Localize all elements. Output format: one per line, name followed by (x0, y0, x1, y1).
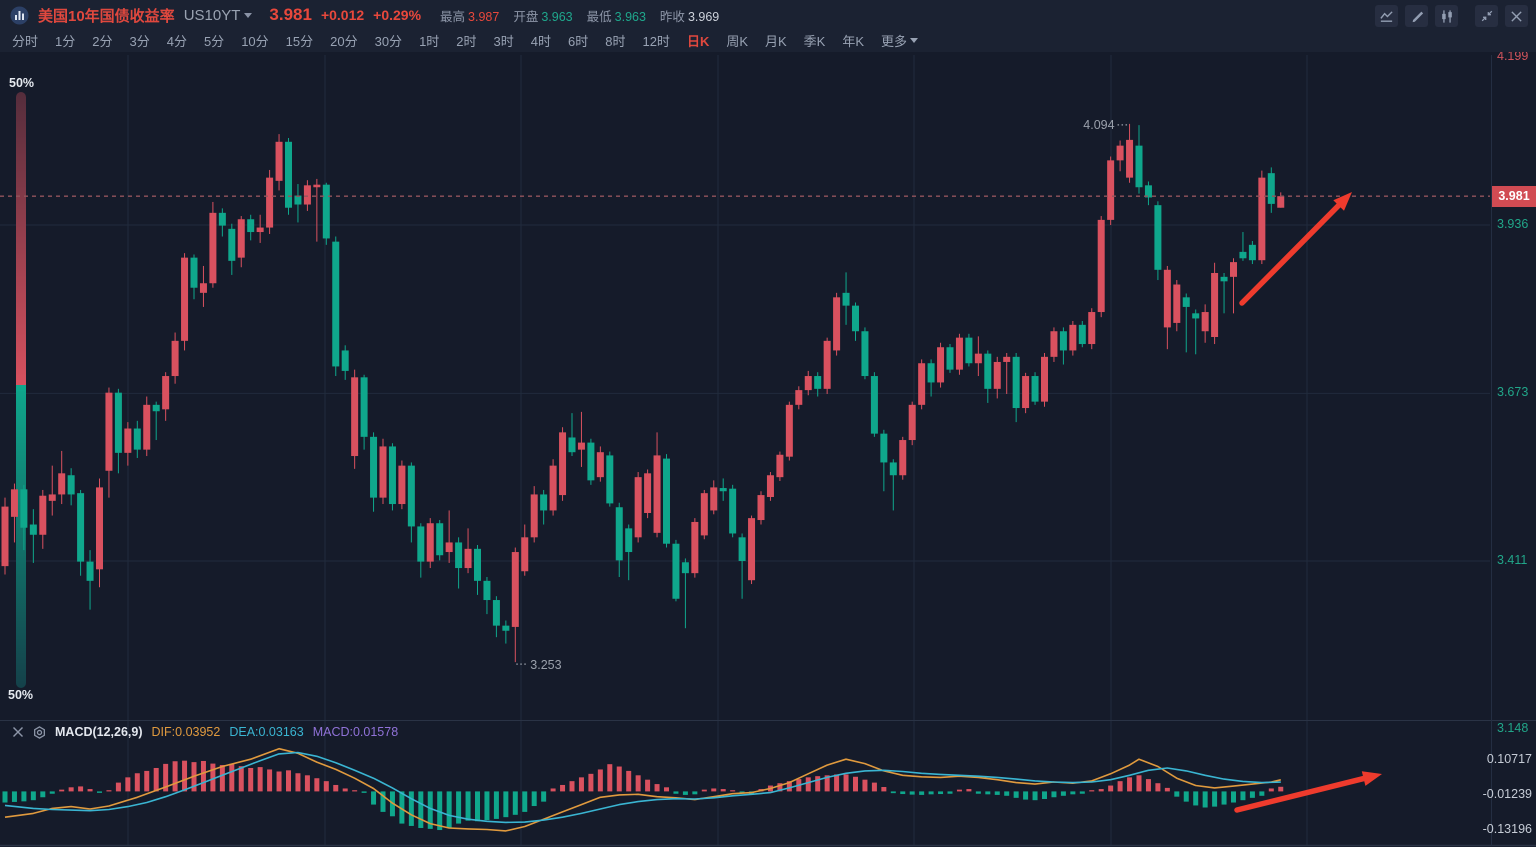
chart-logo-icon (10, 6, 29, 25)
high-marker-label: 4.094 (1083, 118, 1114, 132)
price-axis-label-4.199: 4.199 (1497, 48, 1529, 63)
header: 美国10年国债收益率 US10YT 3.981 +0.012 +0.29% 最高… (0, 0, 1536, 52)
price-change-percent: +0.29% (373, 7, 422, 23)
close-icon (13, 727, 23, 737)
macd-hist-value: MACD:0.01578 (312, 725, 399, 739)
collapse-icon (1481, 10, 1492, 22)
macd-axis-label--0.13196: -0.13196 (1482, 822, 1532, 837)
stat-low: 最低 3.963 (586, 9, 646, 24)
candlestick-icon (1441, 9, 1452, 23)
price-change: +0.012 (320, 7, 365, 23)
instrument-header-row: 美国10年国债收益率 US10YT 3.981 +0.012 +0.29% 最高… (10, 3, 719, 27)
gear-icon (34, 725, 45, 739)
last-price: 3.981 (269, 5, 312, 24)
current-price-badge: 3.981 (1492, 185, 1536, 207)
price-axis-label-3.936: 3.936 (1497, 217, 1529, 231)
symbol-code: US10YT (183, 6, 241, 24)
macd-dif-value: DIF:0.03952 (151, 725, 221, 739)
window-controls (1375, 5, 1528, 27)
interval-tab-6时[interactable]: 6时 (568, 33, 589, 49)
interval-tab-30分[interactable]: 30分 (374, 33, 403, 49)
interval-tab-8时[interactable]: 8时 (605, 33, 626, 49)
interval-tab-5分[interactable]: 5分 (203, 33, 225, 49)
macd-histogram-layer (2, 747, 1284, 832)
interval-tab-1时[interactable]: 1时 (419, 33, 440, 49)
chevron-down-icon (244, 12, 253, 18)
interval-tab-15分[interactable]: 15分 (285, 33, 314, 49)
interval-tab-季K[interactable]: 季K (803, 33, 826, 49)
macd-settings-button[interactable] (33, 725, 46, 739)
gauge-bottom-label: 50% (8, 688, 34, 702)
more-intervals-menu[interactable]: 更多 (881, 31, 919, 50)
annotation-arrow (1234, 775, 1367, 813)
macd-axis-label--0.01239: -0.01239 (1482, 787, 1532, 802)
interval-tab-月K[interactable]: 月K (765, 33, 787, 49)
interval-tab-1分[interactable]: 1分 (55, 33, 76, 49)
interval-tabs: 分时 1分 2分 3分 4分 5分 10分 15分 20分 30分 1时 2时 3时 4时 6时 8时 12时日… (12, 29, 919, 51)
chevron-down-icon (910, 37, 919, 43)
macd-name: MACD(12,26,9) (55, 725, 143, 739)
stat-open: 开盘 3.963 (513, 9, 573, 24)
interval-tab-年K[interactable]: 年K (842, 33, 865, 49)
interval-tab-周K[interactable]: 周K (726, 33, 748, 49)
price-axis-label-3.148: 3.148 (1497, 721, 1529, 736)
interval-tab-日K[interactable]: 日K (686, 33, 710, 49)
collapse-button[interactable] (1475, 5, 1498, 27)
sentiment-gauge-bar (16, 92, 26, 688)
close-chart-button[interactable] (1505, 5, 1528, 27)
interval-tab-分时[interactable]: 分时 (12, 33, 39, 49)
draw-pencil-icon (1412, 11, 1423, 23)
instrument-title: 美国10年国债收益率 (38, 7, 175, 25)
interval-tab-3分[interactable]: 3分 (129, 33, 150, 49)
macd-axis-label-0.10717: 0.10717 (1486, 752, 1532, 767)
stat-prev-close: 昨收 3.969 (659, 9, 720, 24)
interval-tab-4时[interactable]: 4时 (530, 33, 551, 49)
interval-tab-3时[interactable]: 3时 (493, 33, 514, 49)
session-stats: 最高 3.987 开盘 3.963 最低 3.963 昨收 3.969 (440, 6, 719, 25)
gauge-top-label: 50% (9, 76, 35, 90)
candles-layer (1, 123, 1285, 663)
annotation-arrow (1239, 202, 1342, 306)
interval-tab-20分[interactable]: 20分 (330, 33, 358, 49)
interval-tab-10分[interactable]: 10分 (241, 33, 269, 49)
trend-chart-icon (1380, 10, 1393, 22)
stat-high: 最高 3.987 (440, 9, 500, 24)
macd-close-button[interactable] (12, 726, 24, 738)
symbol-selector[interactable]: US10YT (184, 7, 253, 24)
interval-tab-2时[interactable]: 2时 (456, 33, 477, 49)
price-axis-label-3.411: 3.411 (1497, 553, 1528, 567)
price-axis-label-3.673: 3.673 (1497, 385, 1529, 400)
macd-dea-value: DEA:0.03163 (229, 725, 304, 739)
candlestick-button[interactable] (1435, 5, 1458, 27)
close-icon (1511, 10, 1522, 22)
low-marker-label: 3.253 (530, 658, 561, 672)
trend-chart-button[interactable] (1375, 5, 1398, 27)
draw-button[interactable] (1405, 5, 1428, 27)
interval-tab-12时[interactable]: 12时 (642, 33, 670, 49)
macd-indicator-header: MACD(12,26,9) DIF:0.03952 DEA:0.03163 MA… (12, 725, 398, 739)
interval-tab-4分[interactable]: 4分 (166, 33, 187, 49)
interval-tab-2分[interactable]: 2分 (92, 33, 113, 49)
